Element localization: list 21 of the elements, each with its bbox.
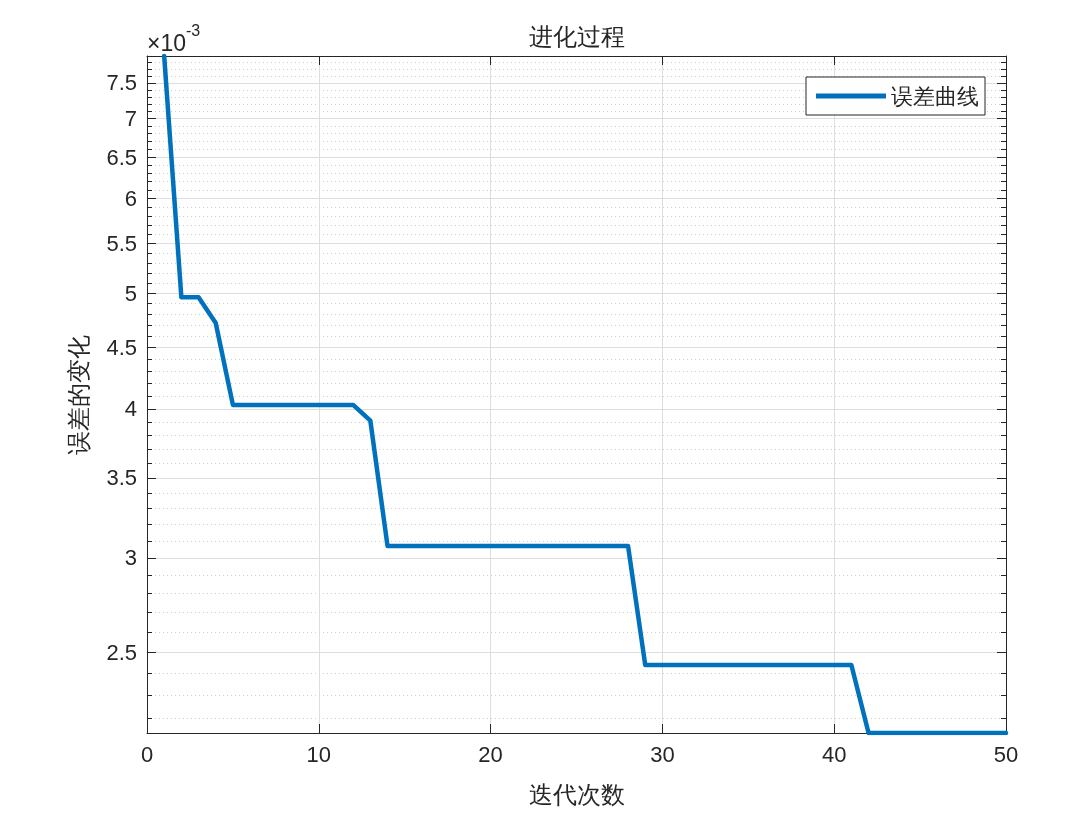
y-tick-label: 2.5 [106,639,137,665]
y-axis-title: 误差的变化 [65,334,93,455]
y-tick-label: 7.5 [106,70,137,96]
x-tick-label: 10 [306,741,332,767]
y-tick-label: 7 [124,106,137,132]
x-tick-label: 0 [140,741,154,767]
y-tick-label: 5 [124,280,137,306]
y-tick-label: 3.5 [106,465,137,491]
legend-label: 误差曲线 [891,83,979,109]
x-tick-label: 50 [993,741,1019,767]
y-tick-label: 4 [124,396,137,422]
chart-title: 进化过程 [528,23,625,51]
x-tick-label: 20 [478,741,503,767]
y-tick-label: 6 [124,186,137,212]
x-tick-label: 30 [650,741,675,767]
y-tick-label: 3 [124,545,137,571]
y-tick-label: 5.5 [106,231,137,257]
x-tick-label: 40 [821,741,847,767]
y-tick-label: 6.5 [106,144,137,170]
y-tick-label: 4.5 [106,335,137,361]
x-axis-title: 迭代次数 [528,781,625,809]
